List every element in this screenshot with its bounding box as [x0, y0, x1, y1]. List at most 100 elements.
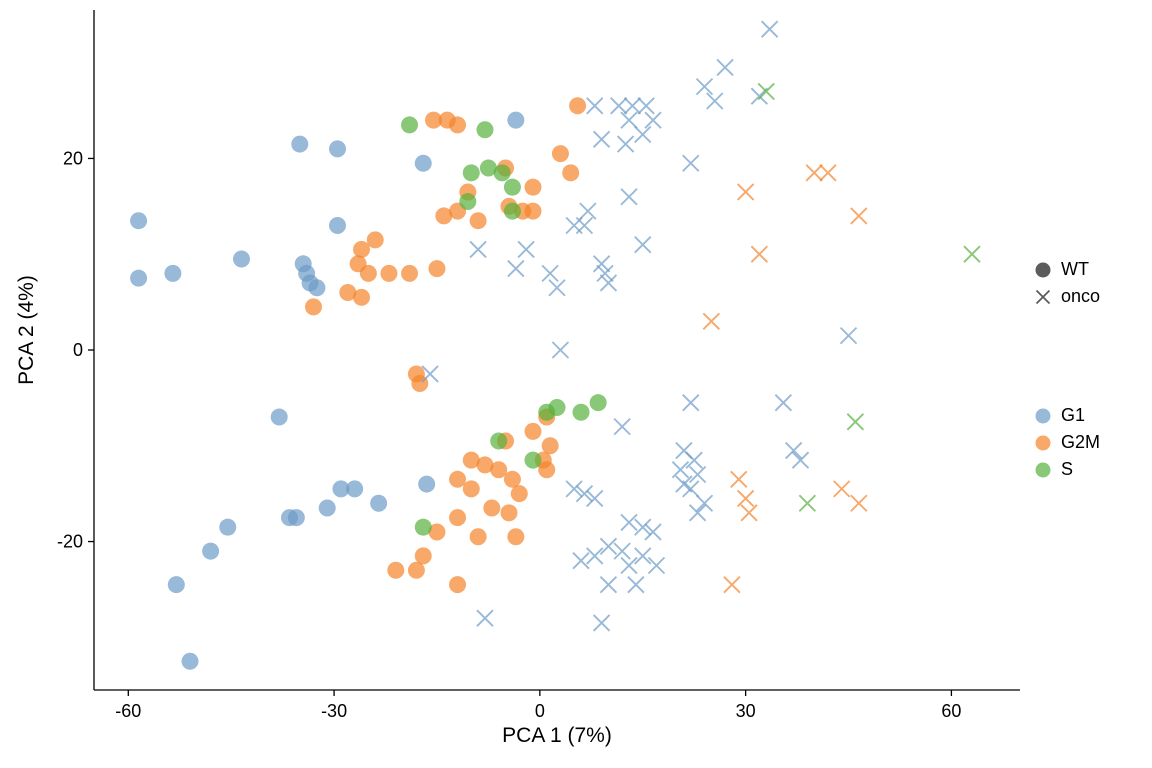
point-wt-g1	[318, 499, 336, 517]
point-wt-g2m	[483, 499, 501, 517]
point-onco-g2m	[736, 489, 755, 508]
x-tick-label: 30	[736, 701, 756, 721]
point-wt-g2m	[428, 260, 446, 278]
onco-x-icon	[1035, 289, 1051, 304]
legend-label-s: S	[1061, 459, 1074, 479]
point-wt-g1	[232, 250, 250, 268]
point-wt-g2m	[538, 461, 556, 479]
point-onco-g1	[586, 489, 604, 508]
y-axis-title: PCA 2 (4%)	[15, 275, 38, 385]
point-onco-g1	[421, 365, 439, 383]
shape-legend: WT onco	[1034, 256, 1150, 310]
point-onco-g1	[592, 255, 611, 273]
point-wt-g2m	[449, 116, 467, 134]
point-wt-s	[414, 518, 432, 536]
point-wt-g1	[329, 216, 347, 234]
point-onco-g1	[637, 97, 655, 115]
point-onco-g1	[620, 111, 638, 129]
point-wt-g2m	[304, 298, 322, 316]
point-onco-g1	[476, 609, 494, 627]
point-wt-s	[476, 121, 494, 139]
point-wt-g1	[270, 408, 288, 426]
point-wt-s	[524, 451, 542, 469]
point-onco-g1	[706, 92, 724, 110]
point-onco-g1	[716, 58, 734, 77]
point-wt-g1	[291, 135, 309, 153]
point-wt-g2m	[541, 437, 559, 455]
legend: WT onco G1 G2M	[1034, 256, 1150, 483]
x-tick-label: -60	[115, 701, 141, 721]
x-tick-label: 60	[941, 701, 961, 721]
point-wt-g1	[164, 264, 182, 282]
point-onco-g1	[695, 494, 714, 512]
point-onco-g1	[760, 20, 779, 38]
point-onco-g1	[565, 480, 583, 498]
point-onco-g1	[579, 202, 597, 220]
point-wt-g2m	[449, 509, 467, 527]
point-wt-g1	[130, 212, 148, 230]
point-wt-g1	[167, 576, 185, 594]
point-wt-g2m	[569, 97, 587, 115]
point-wt-g2m	[507, 528, 525, 546]
point-wt-g1	[308, 279, 326, 297]
point-onco-g1	[541, 264, 559, 283]
point-wt-g1	[219, 518, 237, 536]
y-tick-label: 20	[63, 148, 83, 168]
point-onco-g1	[592, 130, 611, 148]
point-wt-g2m	[435, 207, 453, 225]
g2m-circle-icon	[1035, 435, 1051, 450]
point-onco-g2m	[750, 245, 769, 263]
point-wt-g2m	[425, 111, 443, 129]
point-wt-g2m	[359, 264, 377, 282]
point-onco-g1	[599, 274, 618, 292]
point-wt-g2m	[469, 212, 487, 230]
point-onco-g1	[620, 188, 638, 206]
point-onco-g1	[644, 523, 662, 541]
point-onco-g1	[682, 394, 700, 412]
point-wt-g1	[130, 269, 148, 287]
point-wt-g2m	[510, 485, 528, 503]
point-onco-g1	[613, 542, 631, 560]
point-onco-g1	[572, 552, 590, 570]
point-onco-g1	[586, 547, 604, 565]
point-onco-g1	[575, 216, 594, 235]
y-tick-label: 0	[73, 340, 83, 360]
legend-label-g2m: G2M	[1061, 432, 1101, 452]
point-onco-g1	[791, 451, 810, 469]
axes-layer: -60 -30 0 30 60 -20 0 20	[57, 10, 1020, 721]
point-onco-g1	[620, 556, 638, 575]
legend-item-g1: G1	[1034, 402, 1150, 429]
point-wt-g1	[202, 542, 220, 560]
point-wt-g2m	[524, 422, 542, 440]
legend-label-wt: WT	[1061, 259, 1089, 279]
point-onco-g2m	[832, 480, 851, 498]
point-wt-s	[459, 193, 477, 211]
point-wt-g2m	[551, 145, 569, 163]
point-onco-g1	[695, 77, 714, 96]
point-wt-g2m	[490, 461, 508, 479]
legend-label-g1: G1	[1061, 405, 1086, 425]
x-tick-label: 0	[535, 701, 545, 721]
point-onco-g1	[647, 556, 666, 575]
point-wt-s	[401, 116, 419, 134]
point-onco-g1	[688, 504, 707, 522]
point-wt-g1	[414, 154, 432, 172]
point-wt-g1	[418, 475, 436, 493]
point-wt-g2m	[401, 264, 419, 282]
point-wt-g2m	[353, 288, 371, 306]
point-wt-g1	[332, 480, 350, 498]
point-onco-g1	[596, 264, 614, 283]
point-onco-g1	[599, 537, 618, 556]
point-wt-s	[589, 394, 607, 412]
g1-circle-icon	[1035, 408, 1051, 423]
point-wt-g1	[507, 111, 525, 129]
point-onco-g1	[634, 547, 652, 565]
point-onco-g2m	[736, 183, 755, 201]
point-wt-g2m	[462, 451, 480, 469]
point-onco-g1	[784, 441, 803, 460]
point-onco-g1	[469, 240, 487, 259]
point-onco-g1	[644, 111, 662, 129]
point-onco-g1	[620, 513, 638, 532]
point-onco-g1	[634, 125, 652, 144]
